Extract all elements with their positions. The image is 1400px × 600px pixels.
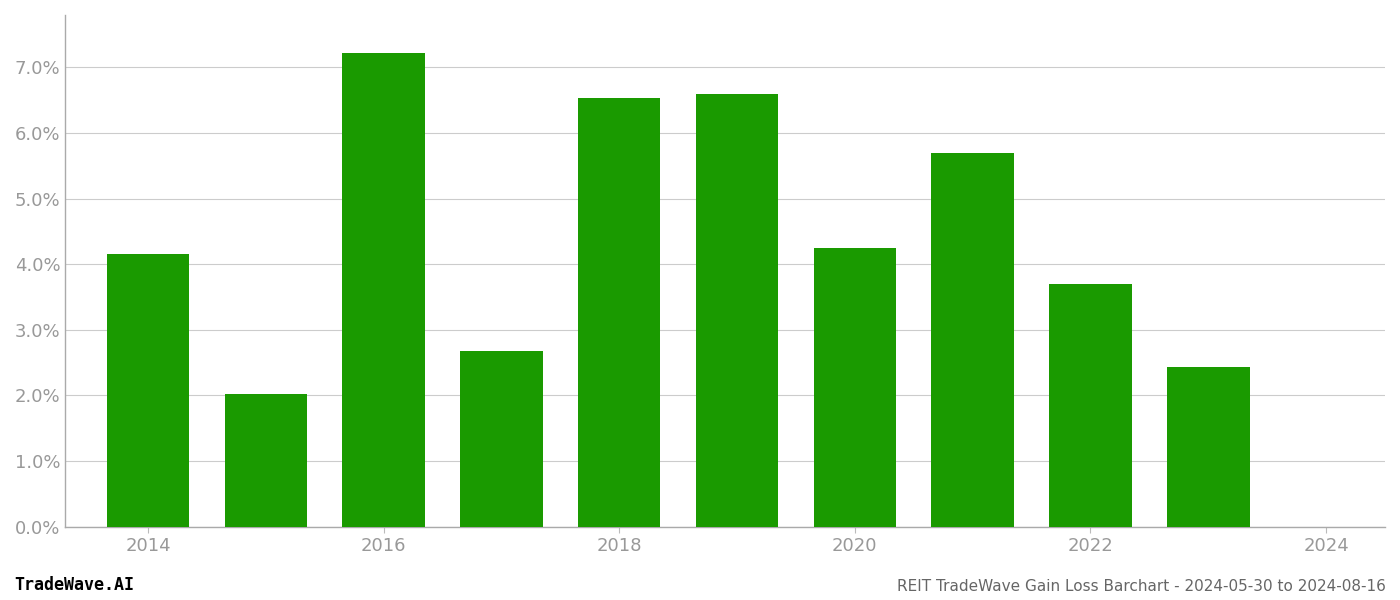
- Text: TradeWave.AI: TradeWave.AI: [14, 576, 134, 594]
- Bar: [343, 53, 424, 527]
- Bar: [106, 254, 189, 527]
- Bar: [813, 248, 896, 527]
- Bar: [578, 98, 661, 527]
- Bar: [1168, 367, 1250, 527]
- Bar: [931, 153, 1014, 527]
- Bar: [1049, 284, 1131, 527]
- Text: REIT TradeWave Gain Loss Barchart - 2024-05-30 to 2024-08-16: REIT TradeWave Gain Loss Barchart - 2024…: [897, 579, 1386, 594]
- Bar: [696, 94, 778, 527]
- Bar: [224, 394, 307, 527]
- Bar: [461, 352, 543, 527]
